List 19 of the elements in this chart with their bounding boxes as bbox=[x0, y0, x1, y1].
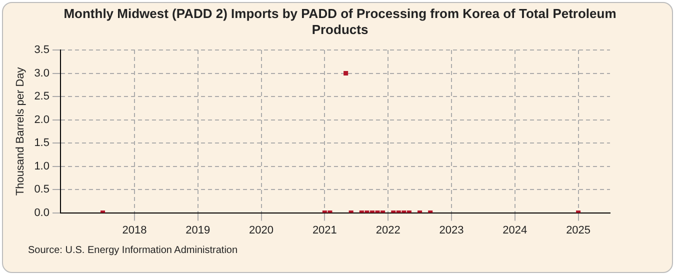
x-tick-label: 2020 bbox=[249, 224, 274, 236]
y-tick-label: 0.0 bbox=[34, 206, 50, 219]
chart-title: Monthly Midwest (PADD 2) Imports by PADD of Processing from Korea of Total Petroleum Products bbox=[62, 6, 618, 38]
x-tick-label: 2025 bbox=[566, 224, 591, 236]
x-tick-label: 2022 bbox=[376, 224, 400, 236]
y-tick-label: 1.0 bbox=[34, 160, 50, 172]
y-tick-label: 0.5 bbox=[34, 184, 50, 196]
y-tick-label: 3.0 bbox=[34, 67, 50, 80]
y-tick-label: 2.0 bbox=[34, 114, 50, 126]
x-tick-label: 2021 bbox=[312, 224, 337, 236]
y-tick-label: 2.5 bbox=[34, 90, 50, 103]
source-note: Source: U.S. Energy Information Administration bbox=[28, 245, 238, 256]
y-tick-label: 3.5 bbox=[34, 44, 50, 56]
x-tick-label: 2019 bbox=[186, 224, 210, 236]
y-tick-label: 1.5 bbox=[34, 137, 50, 150]
x-tick-label: 2023 bbox=[439, 224, 464, 236]
y-axis-title: Thousand Barrels per Day bbox=[14, 66, 27, 196]
x-tick-label: 2024 bbox=[502, 224, 528, 236]
x-tick-label: 2018 bbox=[122, 224, 147, 236]
